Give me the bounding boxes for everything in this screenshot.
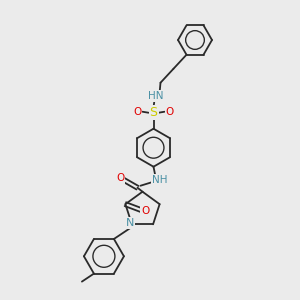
Text: O: O	[134, 107, 142, 117]
Text: HN: HN	[148, 91, 163, 101]
Text: O: O	[165, 107, 174, 117]
Text: N: N	[126, 218, 134, 228]
Text: S: S	[149, 106, 158, 119]
Text: NH: NH	[152, 175, 167, 185]
Text: O: O	[141, 206, 149, 216]
Text: O: O	[116, 173, 124, 183]
